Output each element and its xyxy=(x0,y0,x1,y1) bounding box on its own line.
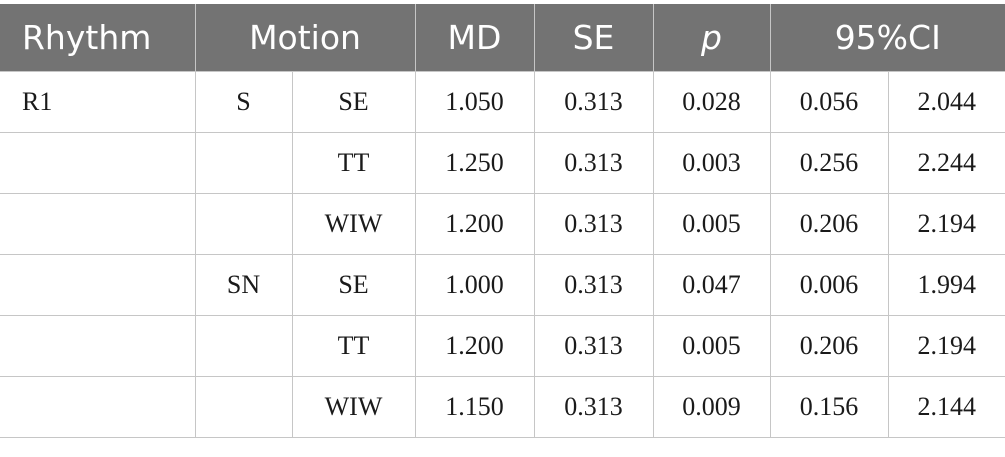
cell-rhythm xyxy=(0,193,196,255)
table-row: SN SE 1.000 0.313 0.047 0.006 1.994 xyxy=(0,254,1005,316)
cell-ci-low: 0.006 xyxy=(769,254,889,316)
cell-se: 0.313 xyxy=(533,315,654,377)
cell-p: 0.009 xyxy=(652,376,771,438)
cell-group xyxy=(194,376,293,438)
header-p: p xyxy=(652,4,771,72)
cell-se: 0.313 xyxy=(533,376,654,438)
cell-group xyxy=(194,315,293,377)
cell-p: 0.003 xyxy=(652,132,771,194)
cell-ci-low: 0.056 xyxy=(769,71,889,133)
header-md: MD xyxy=(414,4,535,72)
cell-se: 0.313 xyxy=(533,71,654,133)
cell-ci-high: 2.044 xyxy=(887,71,1005,133)
header-rhythm: Rhythm xyxy=(0,4,196,72)
cell-group xyxy=(194,132,293,194)
cell-rhythm xyxy=(0,132,196,194)
cell-ci-high: 2.144 xyxy=(887,376,1005,438)
cell-ci-high: 2.194 xyxy=(887,315,1005,377)
cell-p: 0.005 xyxy=(652,315,771,377)
table-row: WIW 1.150 0.313 0.009 0.156 2.144 xyxy=(0,376,1005,438)
table-body: R1 S SE 1.050 0.313 0.028 0.056 2.044 TT 1.250 0.3… xyxy=(0,71,1005,438)
cell-md: 1.000 xyxy=(414,254,535,316)
table-row: TT 1.200 0.313 0.005 0.206 2.194 xyxy=(0,315,1005,377)
cell-ci-high: 2.194 xyxy=(887,193,1005,255)
table-row: R1 S SE 1.050 0.313 0.028 0.056 2.044 xyxy=(0,71,1005,133)
cell-group: S xyxy=(194,71,293,133)
cell-md: 1.150 xyxy=(414,376,535,438)
cell-md: 1.200 xyxy=(414,315,535,377)
cell-ci-high: 1.994 xyxy=(887,254,1005,316)
cell-md: 1.200 xyxy=(414,193,535,255)
cell-motion: TT xyxy=(291,315,416,377)
cell-rhythm: R1 xyxy=(0,71,196,133)
cell-rhythm xyxy=(0,254,196,316)
cell-group xyxy=(194,193,293,255)
header-ci: 95%CI xyxy=(769,4,1005,72)
cell-ci-low: 0.256 xyxy=(769,132,889,194)
results-table: Rhythm Motion MD SE p 95%CI R1 S SE 1.050 0.… xyxy=(0,4,1005,438)
cell-motion: SE xyxy=(291,254,416,316)
cell-motion: TT xyxy=(291,132,416,194)
cell-motion: SE xyxy=(291,71,416,133)
cell-motion: WIW xyxy=(291,193,416,255)
cell-rhythm xyxy=(0,376,196,438)
cell-p: 0.005 xyxy=(652,193,771,255)
cell-rhythm xyxy=(0,315,196,377)
header-se: SE xyxy=(533,4,654,72)
cell-ci-low: 0.156 xyxy=(769,376,889,438)
cell-ci-high: 2.244 xyxy=(887,132,1005,194)
cell-p: 0.047 xyxy=(652,254,771,316)
cell-se: 0.313 xyxy=(533,193,654,255)
header-motion: Motion xyxy=(194,4,416,72)
cell-se: 0.313 xyxy=(533,254,654,316)
cell-se: 0.313 xyxy=(533,132,654,194)
table-row: WIW 1.200 0.313 0.005 0.206 2.194 xyxy=(0,193,1005,255)
cell-p: 0.028 xyxy=(652,71,771,133)
header-row: Rhythm Motion MD SE p 95%CI xyxy=(0,4,1005,72)
table-row: TT 1.250 0.313 0.003 0.256 2.244 xyxy=(0,132,1005,194)
cell-md: 1.050 xyxy=(414,71,535,133)
cell-ci-low: 0.206 xyxy=(769,315,889,377)
cell-ci-low: 0.206 xyxy=(769,193,889,255)
cell-motion: WIW xyxy=(291,376,416,438)
cell-md: 1.250 xyxy=(414,132,535,194)
cell-group: SN xyxy=(194,254,293,316)
